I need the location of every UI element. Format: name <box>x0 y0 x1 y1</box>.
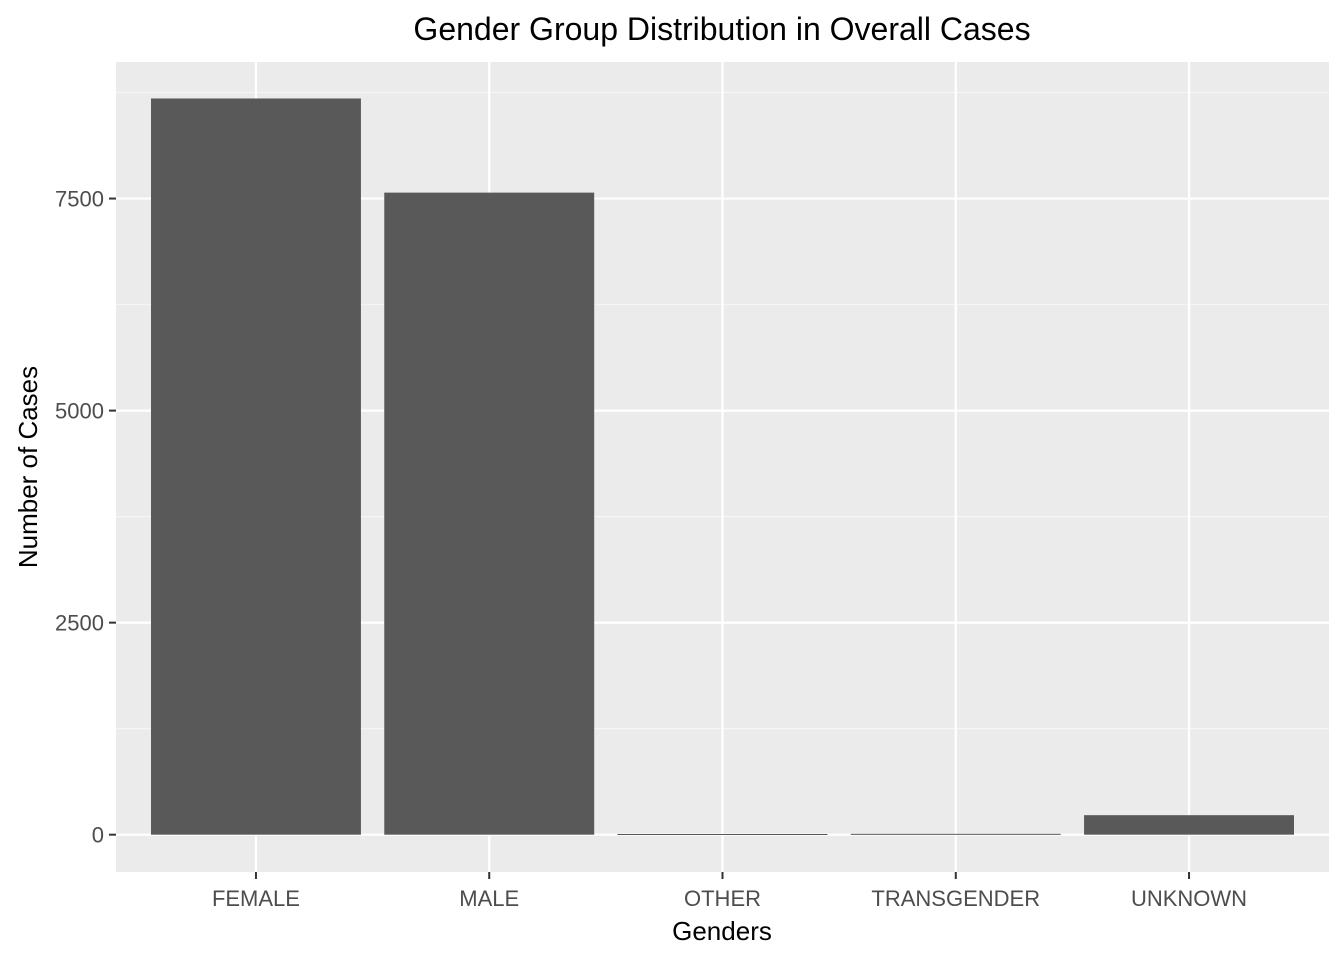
x-tick-label: UNKNOWN <box>1131 886 1247 911</box>
chart-title: Gender Group Distribution in Overall Cas… <box>413 11 1030 47</box>
bar-transgender <box>850 833 1061 835</box>
y-tick-label: 5000 <box>55 399 104 424</box>
bar-other <box>617 834 828 836</box>
y-tick-label: 2500 <box>55 611 104 636</box>
x-tick-label: TRANSGENDER <box>871 886 1040 911</box>
bar-unknown <box>1084 815 1295 835</box>
x-tick-label: FEMALE <box>212 886 300 911</box>
x-tick-label: MALE <box>459 886 519 911</box>
x-tick-label: OTHER <box>684 886 761 911</box>
x-axis-title: Genders <box>672 916 772 946</box>
bar-male <box>384 192 595 835</box>
y-tick-label: 0 <box>92 823 104 848</box>
y-axis-title: Number of Cases <box>13 366 43 568</box>
bar-female <box>150 98 361 835</box>
y-tick-label: 7500 <box>55 187 104 212</box>
